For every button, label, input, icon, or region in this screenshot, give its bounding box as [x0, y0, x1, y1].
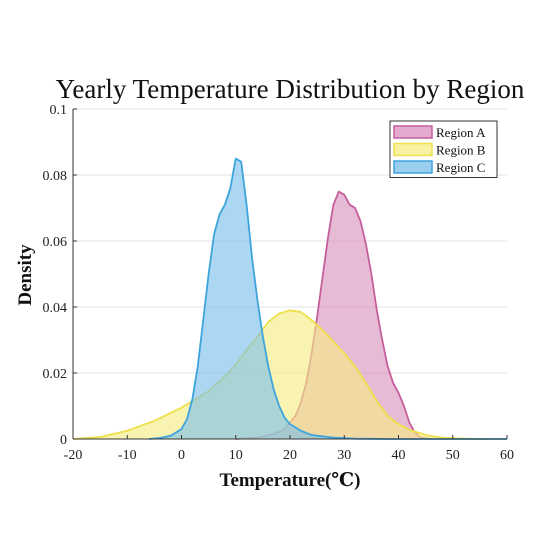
legend-entry-label: Region C: [436, 160, 485, 175]
y-tick-label: 0.06: [43, 235, 68, 250]
series-area-3: [148, 158, 507, 439]
x-tick-label: -10: [118, 448, 137, 463]
x-axis-label: Temperature(℃): [220, 470, 361, 491]
series-line-3: [148, 157, 507, 440]
x-tick-label: 40: [392, 448, 406, 463]
density-areas: [72, 157, 507, 440]
x-tick-label: 50: [446, 448, 460, 463]
legend-swatch: [393, 125, 433, 139]
x-tick-label: 30: [337, 448, 351, 463]
axes: 0 0.02 0.04 0.06 0.08 0.1 -20 -10 0 10 20 30 40 50 60: [43, 103, 515, 463]
legend-swatch: [393, 142, 433, 157]
series-area-1: [235, 191, 432, 439]
x-tick-label: 10: [229, 448, 243, 463]
y-tick-label: 0.1: [50, 103, 68, 118]
legend-swatch: [393, 160, 433, 174]
legend-entry-label: Region A: [436, 125, 486, 140]
x-tick-label: -20: [64, 448, 83, 463]
legend-entry-label: Region B: [436, 143, 486, 158]
chart-title: Yearly Temperature Distribution by Regio…: [56, 74, 525, 104]
legend: Region A Region B Region C: [389, 120, 498, 178]
y-axis-label: Density: [15, 244, 36, 306]
x-tick-label: 0: [178, 448, 185, 463]
x-tick-label: 60: [500, 448, 514, 463]
x-tick-label: 20: [283, 448, 297, 463]
y-tick-label: 0: [60, 433, 67, 448]
y-tick-label: 0.04: [43, 301, 68, 316]
y-tick-label: 0.02: [43, 367, 68, 382]
y-tick-label: 0.08: [43, 169, 68, 184]
series-area-2: [73, 310, 486, 439]
